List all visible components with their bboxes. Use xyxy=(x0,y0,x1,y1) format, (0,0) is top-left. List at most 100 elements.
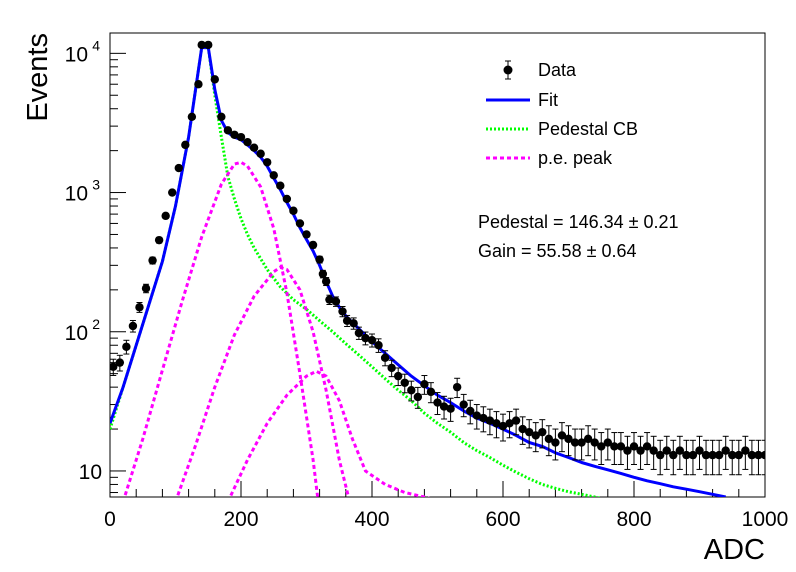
x-tick-label: 600 xyxy=(485,508,520,531)
data-point xyxy=(597,442,606,451)
data-point xyxy=(308,240,318,250)
data-point xyxy=(616,442,626,451)
data-point xyxy=(603,438,612,447)
pe-peak-curve-3 xyxy=(228,369,431,497)
data-point xyxy=(754,450,763,460)
data-point xyxy=(367,335,377,345)
data-point xyxy=(349,319,358,328)
data-point xyxy=(721,446,730,455)
data-point xyxy=(321,277,331,286)
data-point xyxy=(122,342,131,351)
data-point xyxy=(115,358,125,367)
data-point xyxy=(557,431,567,440)
data-point xyxy=(433,398,442,407)
data-point xyxy=(325,295,334,304)
data-point xyxy=(276,181,285,190)
x-tick-label: 400 xyxy=(354,508,389,531)
data-point xyxy=(318,269,328,279)
legend-label: p.e. peak xyxy=(538,148,613,168)
legend-label: Pedestal CB xyxy=(538,119,638,139)
data-point xyxy=(407,386,416,395)
y-tick-label: 10 xyxy=(65,43,88,66)
data-point xyxy=(675,446,685,455)
legend-marker-data xyxy=(503,65,513,75)
data-point xyxy=(538,427,547,437)
data-point xyxy=(197,40,206,50)
data-point xyxy=(161,211,170,221)
fit-curve xyxy=(110,46,727,497)
data-point xyxy=(682,450,691,460)
x-axis-title: ADC xyxy=(704,534,765,566)
data-point xyxy=(204,40,213,50)
data-point xyxy=(728,450,737,460)
y-tick-exponent: 3 xyxy=(92,177,100,193)
data-point xyxy=(518,424,527,434)
data-point xyxy=(110,362,118,372)
y-tick-label: 10 xyxy=(65,322,88,345)
y-tick-label: 10 xyxy=(65,183,88,206)
legend: Data Fit Pedestal CB p.e. peak xyxy=(486,60,638,168)
legend-label: Fit xyxy=(538,90,558,110)
data-point xyxy=(181,140,190,150)
data-point xyxy=(249,143,259,152)
data-point xyxy=(256,149,265,158)
data-point xyxy=(747,450,757,460)
data-point xyxy=(263,158,272,167)
data-point xyxy=(642,442,652,451)
data-point xyxy=(413,392,423,402)
data-point xyxy=(315,255,324,264)
x-tick-label: 1000 xyxy=(742,508,789,531)
data-point xyxy=(551,438,560,447)
data-point xyxy=(342,316,352,325)
data-point xyxy=(282,194,292,204)
data-point xyxy=(135,303,144,312)
data-point xyxy=(194,80,203,89)
data-point xyxy=(485,416,495,425)
pe-peak-curve-2 xyxy=(175,265,351,497)
data-point xyxy=(610,442,619,451)
data-point xyxy=(662,446,671,455)
data-point xyxy=(374,341,383,350)
data-point xyxy=(141,284,151,293)
legend-label: Data xyxy=(538,60,577,80)
data-point xyxy=(217,112,226,122)
data-point xyxy=(426,387,436,397)
data-point xyxy=(154,235,164,245)
y-tick-exponent: 2 xyxy=(92,316,100,332)
data-point xyxy=(338,307,347,316)
data-point xyxy=(583,434,593,444)
data-point xyxy=(354,328,364,338)
data-point xyxy=(289,206,298,215)
data-point xyxy=(708,450,717,460)
data-point xyxy=(439,402,449,411)
data-point xyxy=(174,163,183,173)
data-point xyxy=(236,132,246,142)
data-point xyxy=(394,371,403,381)
data-point xyxy=(688,450,698,460)
data-point xyxy=(230,130,239,139)
x-tick-label: 200 xyxy=(223,508,258,531)
data-point xyxy=(446,404,455,413)
data-point xyxy=(505,419,514,428)
data-point xyxy=(168,188,177,197)
data-point xyxy=(623,446,632,455)
data-point xyxy=(714,450,724,460)
pedestal-cb-curve xyxy=(110,46,602,497)
data-point xyxy=(741,446,750,455)
data-point xyxy=(695,446,704,455)
data-point xyxy=(210,75,219,84)
plot-frame xyxy=(109,32,766,498)
data-points xyxy=(110,40,765,476)
data-point xyxy=(361,333,370,343)
data-point xyxy=(187,112,197,122)
data-point xyxy=(452,382,462,392)
data-point xyxy=(400,378,409,387)
data-point xyxy=(577,438,586,447)
data-point xyxy=(570,438,580,447)
x-tick-label: 0 xyxy=(104,508,116,531)
y-axis-title: Events xyxy=(22,33,54,122)
data-point xyxy=(590,438,599,447)
data-point xyxy=(701,450,711,460)
data-point xyxy=(656,450,665,460)
